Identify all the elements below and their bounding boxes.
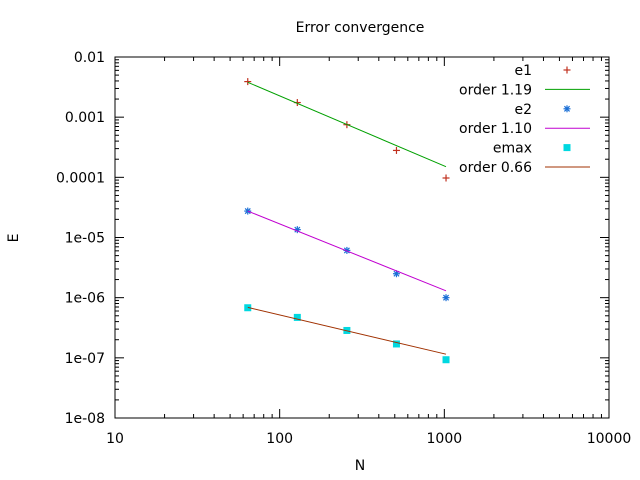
data-point <box>392 146 400 154</box>
x-tick-label: 10 <box>106 431 124 447</box>
legend-marker <box>563 105 571 113</box>
legend-label: order 1.19 <box>459 82 532 98</box>
legend-label: order 0.66 <box>459 160 532 176</box>
y-tick-label: 1e-05 <box>65 231 105 247</box>
axis-ticks: 10 100 1000 10000 0.01 0.001 0.0001 1e-05 1e-06 1… <box>56 50 631 447</box>
chart-title: Error convergence <box>296 20 425 36</box>
y-axis-label: E <box>6 234 22 243</box>
data-point <box>244 78 252 86</box>
plot-frame <box>114 56 610 419</box>
legend-label: e2 <box>514 102 532 118</box>
series-order-1-19 <box>247 81 447 168</box>
legend-label: emax <box>493 141 532 157</box>
y-tick-label: 0.0001 <box>56 170 105 186</box>
fit-line <box>247 210 447 292</box>
fit-line <box>247 306 447 355</box>
y-tick-label: 0.01 <box>74 50 105 66</box>
y-tick-label: 1e-07 <box>65 351 105 367</box>
series-order-1-10 <box>247 210 447 292</box>
series-order-0-66 <box>247 306 447 355</box>
y-tick-label: 1e-06 <box>65 291 105 307</box>
x-tick-label: 1000 <box>427 431 463 447</box>
legend-label: order 1.10 <box>459 121 532 137</box>
fit-line <box>247 81 447 168</box>
star-marker-d2 <box>563 105 571 112</box>
legend-marker <box>563 144 571 152</box>
star-marker-d2 <box>244 208 251 215</box>
star-marker-d2 <box>443 294 450 301</box>
legend-label: e1 <box>514 63 532 79</box>
legend-marker <box>563 66 571 74</box>
y-tick-label: 0.001 <box>65 110 105 126</box>
y-tick-label: 1e-08 <box>65 411 105 427</box>
x-tick-label: 10000 <box>587 431 632 447</box>
legend: e1 order 1.19 e2 order 1.10 emax order 0.66 <box>459 63 590 176</box>
data-point <box>392 340 400 348</box>
data-point <box>442 294 450 302</box>
data-point <box>293 313 301 321</box>
data-point <box>244 207 252 215</box>
data-point <box>442 356 450 364</box>
series-emax <box>244 304 450 364</box>
data-point <box>442 174 450 182</box>
series-layer <box>244 78 450 364</box>
star-marker-d2 <box>294 226 301 233</box>
x-axis-label: N <box>355 458 365 474</box>
x-tick-label: 100 <box>266 431 293 447</box>
